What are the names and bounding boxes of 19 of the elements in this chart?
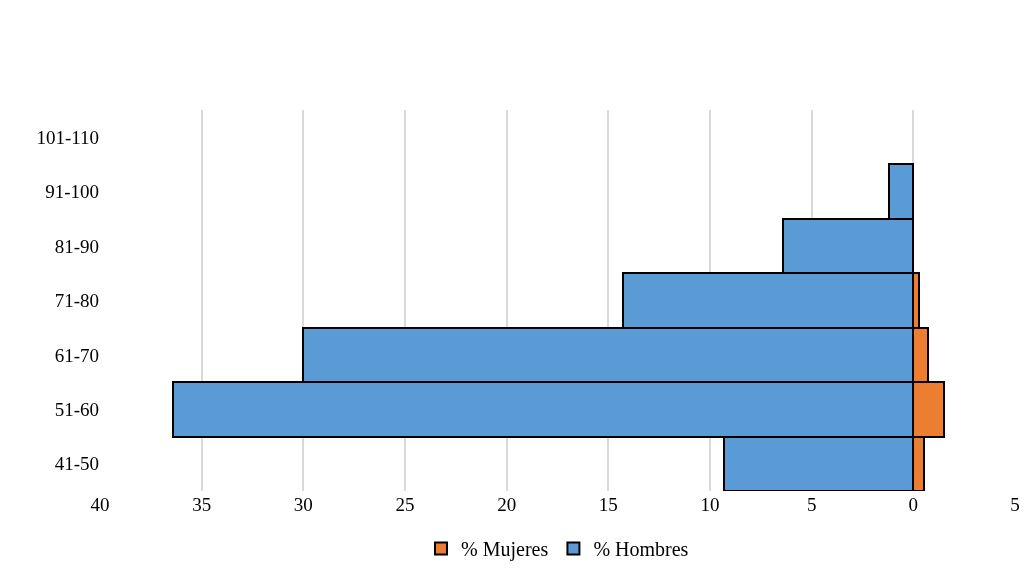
legend-label: % Mujeres xyxy=(461,538,549,562)
y-tick-label: 41-50 xyxy=(54,453,99,475)
x-tick-label: 25 xyxy=(395,494,415,515)
x-tick-label: 35 xyxy=(192,494,212,515)
y-tick-label: 101-110 xyxy=(36,126,99,148)
x-tick-label: 20 xyxy=(497,494,517,515)
y-tick-label: 91-100 xyxy=(45,181,99,203)
x-tick-label: 40 xyxy=(90,494,110,515)
x-tick-label: 30 xyxy=(293,494,313,515)
y-tick-label: 51-60 xyxy=(54,399,99,421)
y-tick-label: 81-90 xyxy=(54,235,99,257)
x-tick-label: 5 xyxy=(806,494,817,515)
x-tick-label: 5 xyxy=(1010,494,1020,515)
y-tick-label: 61-70 xyxy=(54,344,99,366)
y-tick-label: 71-80 xyxy=(54,290,99,312)
legend-label: % Hombres xyxy=(593,538,689,561)
x-tick-label: 0 xyxy=(908,494,919,515)
x-tick-label: 10 xyxy=(700,494,720,515)
x-tick-label: 15 xyxy=(598,494,618,515)
